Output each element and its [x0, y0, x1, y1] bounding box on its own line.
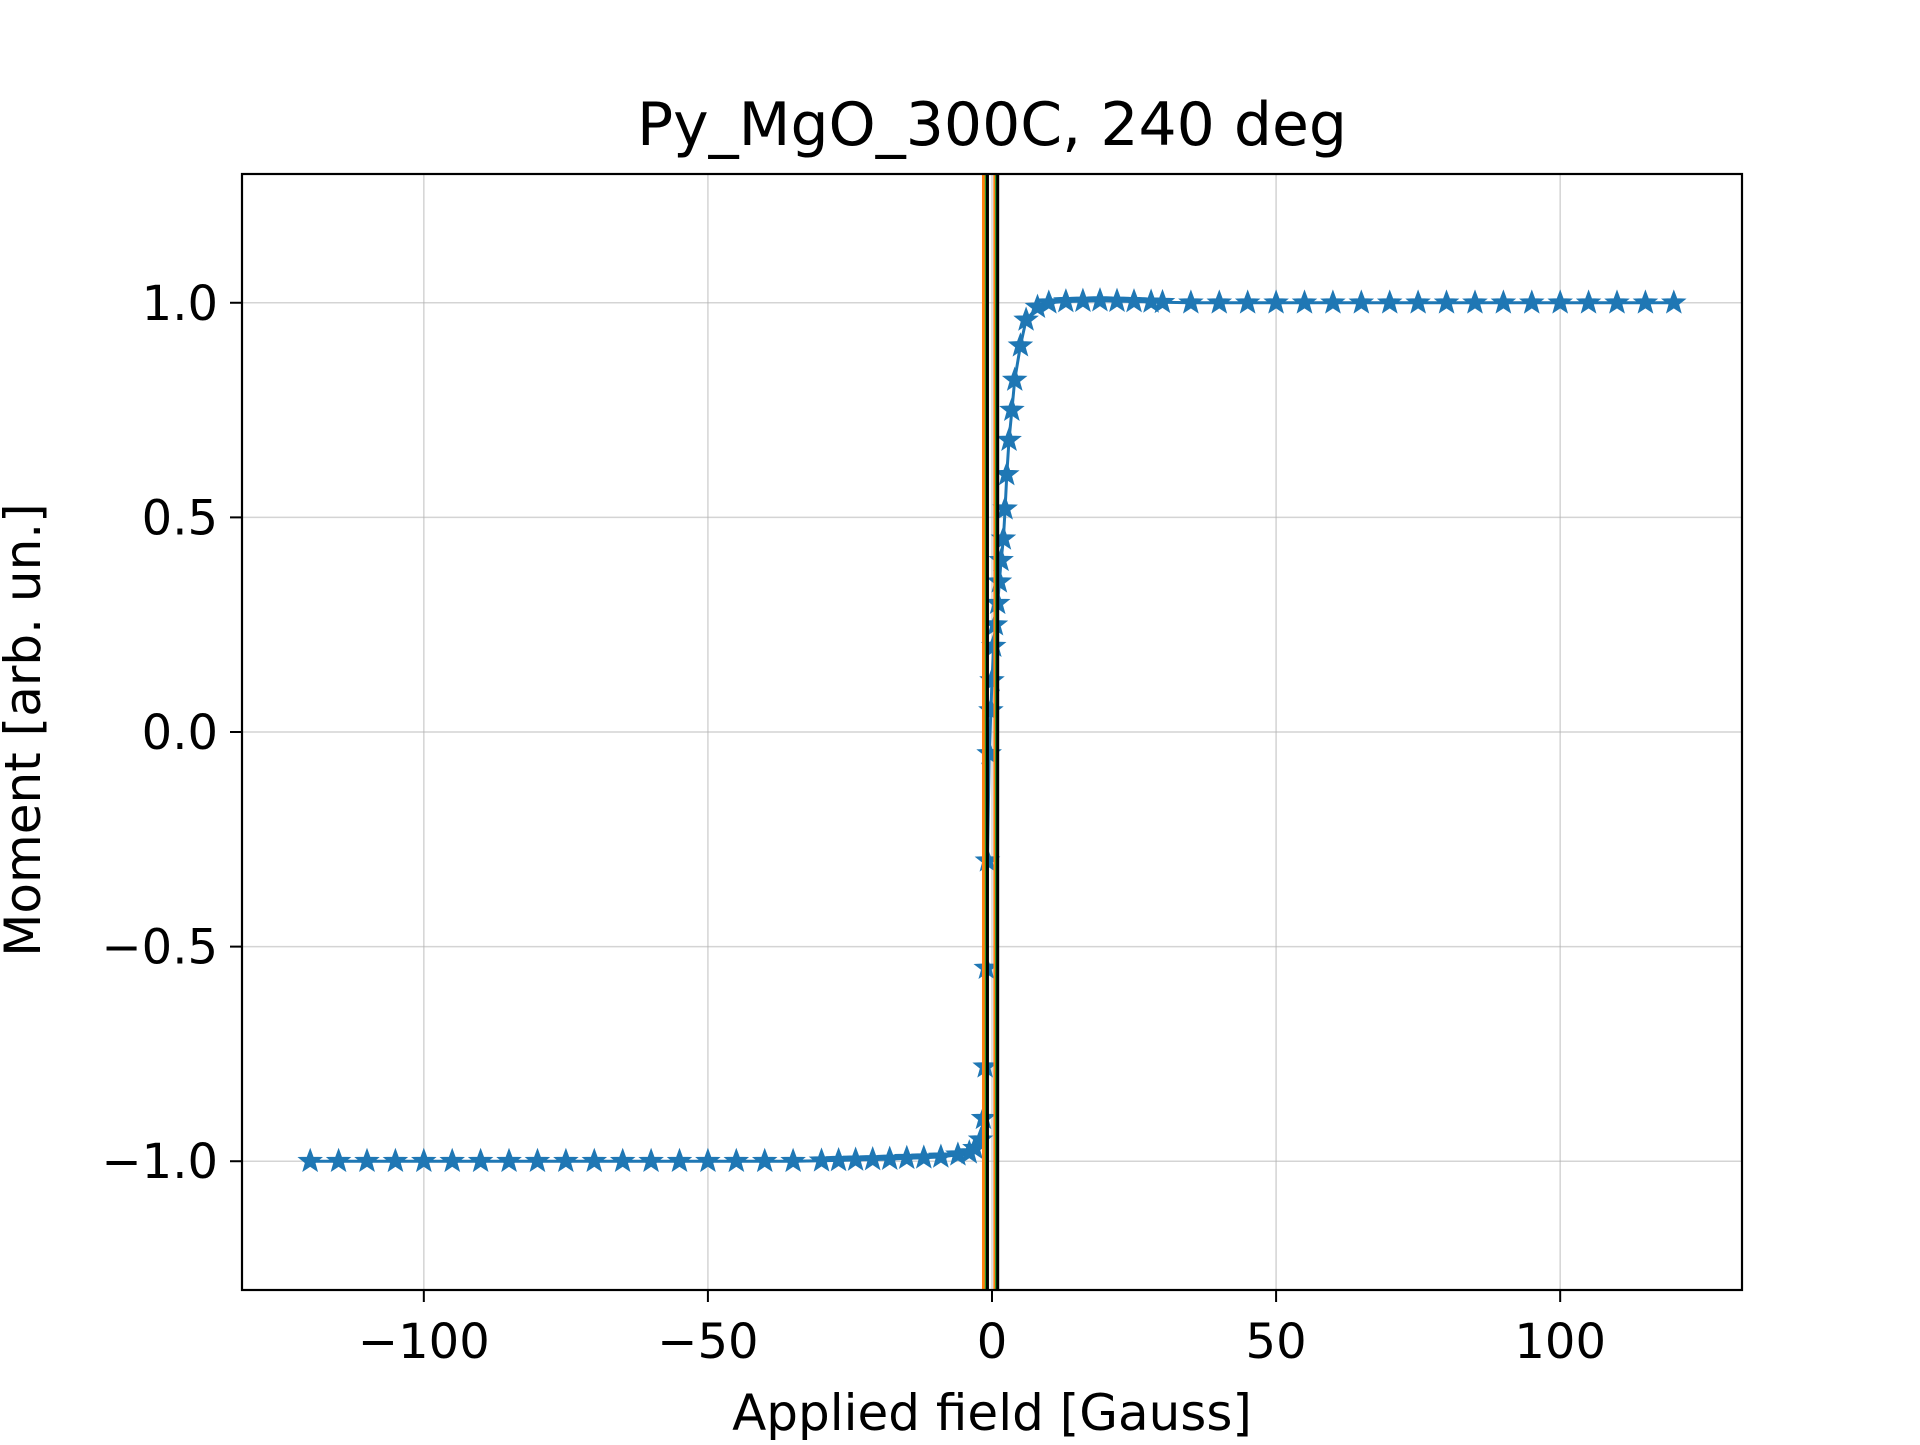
data-point [1433, 289, 1460, 314]
y-tick-label: 0.5 [142, 490, 218, 546]
data-point [666, 1147, 693, 1173]
y-tick-label: −0.5 [101, 920, 218, 976]
data-point [695, 1147, 721, 1173]
data-point [382, 1147, 409, 1173]
y-tick-label: −1.0 [101, 1134, 218, 1190]
data-point [1376, 289, 1403, 314]
data-point [723, 1147, 750, 1173]
x-axis-ticks: −100 −50 0 50 100 [358, 1290, 1606, 1370]
data-point [354, 1147, 380, 1173]
data-point [999, 396, 1025, 421]
y-tick-label: 1.0 [142, 276, 218, 332]
data-point [524, 1147, 551, 1173]
data-point [467, 1147, 494, 1173]
data-point [1604, 289, 1630, 314]
data-point [780, 1147, 806, 1173]
data-point [1001, 366, 1028, 391]
data-series [297, 287, 1687, 1173]
data-point [496, 1147, 522, 1173]
data-point [439, 1147, 465, 1173]
data-point [1632, 289, 1659, 314]
data-point [297, 1147, 323, 1173]
data-point [996, 426, 1022, 451]
y-axis-label: Moment [arb. un.] [0, 503, 52, 956]
data-point [1007, 332, 1034, 357]
data-point [581, 1147, 608, 1173]
x-tick-label: −50 [657, 1314, 758, 1370]
x-tick-label: −100 [358, 1314, 490, 1370]
data-point [325, 1147, 352, 1173]
data-point [1206, 289, 1233, 314]
data-point [1575, 289, 1602, 314]
data-point [1462, 289, 1488, 314]
data-point [609, 1147, 636, 1173]
x-tick-label: 0 [977, 1314, 1008, 1370]
data-point [1013, 306, 1039, 331]
reference-lines [981, 174, 1000, 1290]
x-tick-label: 50 [1246, 1314, 1307, 1370]
data-point [1519, 289, 1545, 314]
data-point [1320, 289, 1346, 314]
data-point [411, 1147, 437, 1173]
chart-title: Py_MgO_300C, 240 deg [637, 90, 1347, 160]
data-point [1234, 289, 1261, 314]
data-point [1291, 289, 1318, 314]
data-point [1348, 289, 1375, 314]
data-point [553, 1147, 579, 1173]
x-axis-label: Applied field [Gauss] [732, 1384, 1252, 1440]
x-tick-label: 100 [1514, 1314, 1606, 1370]
data-point [1178, 289, 1204, 314]
data-point [967, 1126, 994, 1151]
y-axis-ticks: −1.0 −0.5 0.0 0.5 1.0 [101, 276, 242, 1190]
y-tick-label: 0.0 [142, 705, 218, 761]
data-point [1263, 289, 1289, 314]
data-point [751, 1147, 778, 1173]
data-point [988, 546, 1014, 572]
data-point [1149, 288, 1176, 314]
data-point [638, 1147, 664, 1173]
data-point [1661, 289, 1687, 314]
data-point [1547, 289, 1573, 314]
data-point [1490, 289, 1517, 314]
data-point [986, 568, 1013, 593]
data-point [1405, 289, 1431, 314]
